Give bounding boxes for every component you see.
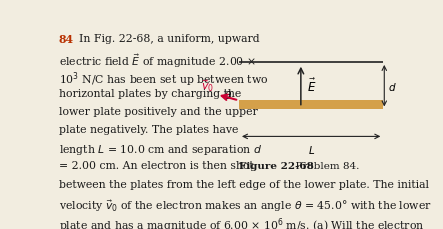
Text: Figure 22-68: Figure 22-68 [239,161,314,170]
Text: $L$: $L$ [307,144,315,156]
Text: plate negatively. The plates have: plate negatively. The plates have [59,124,238,134]
Text: In Fig. 22-68, a uniform, upward: In Fig. 22-68, a uniform, upward [79,34,259,44]
Text: velocity $\vec{v}_0$ of the electron makes an angle $\theta$ = 45.0° with the lo: velocity $\vec{v}_0$ of the electron mak… [59,197,432,213]
Text: $d$: $d$ [389,80,397,92]
Text: between the plates from the left edge of the lower plate. The initial: between the plates from the left edge of… [59,179,429,189]
Text: $\vec{E}$: $\vec{E}$ [307,78,316,95]
FancyBboxPatch shape [239,100,383,110]
Text: 10$^3$ N/C has been set up between two: 10$^3$ N/C has been set up between two [59,70,268,88]
Text: lower plate positively and the upper: lower plate positively and the upper [59,106,257,116]
Text: $\theta$: $\theta$ [224,88,232,100]
Text: 84: 84 [59,34,74,45]
Text: = 2.00 cm. An electron is then shot: = 2.00 cm. An electron is then shot [59,161,253,171]
Text: $\vec{v}_0$: $\vec{v}_0$ [201,78,214,93]
Text: plate and has a magnitude of 6.00 × 10$^6$ m/s. (a) Will the electron: plate and has a magnitude of 6.00 × 10$^… [59,215,424,229]
Text: horizontal plates by charging the: horizontal plates by charging the [59,88,241,98]
Text: electric field $\vec{E}$ of magnitude 2.00 ×: electric field $\vec{E}$ of magnitude 2.… [59,52,256,69]
Text: Problem 84.: Problem 84. [289,161,359,170]
Text: length $L$ = 10.0 cm and separation $d$: length $L$ = 10.0 cm and separation $d$ [59,143,262,157]
